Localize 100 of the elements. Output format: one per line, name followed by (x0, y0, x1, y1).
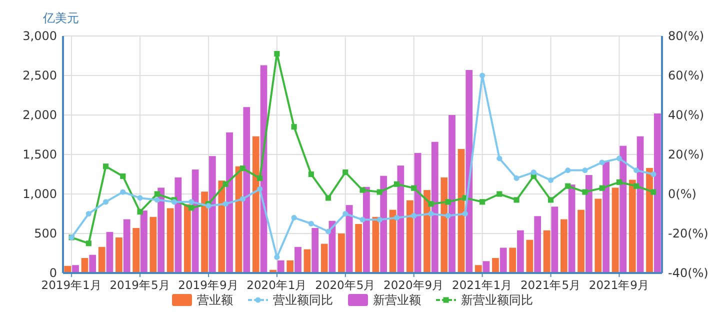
point (496, 191, 502, 197)
x-tick-label: 2019年1月 (41, 278, 102, 292)
bar (89, 254, 96, 273)
point (462, 210, 468, 217)
y-tick-label: 1,500 (22, 148, 57, 162)
bar (543, 230, 550, 273)
point (257, 186, 263, 192)
bar (612, 188, 619, 273)
point (582, 168, 588, 174)
point (308, 220, 314, 226)
point (565, 183, 571, 189)
point (616, 156, 622, 162)
bar (500, 248, 507, 273)
bar (174, 177, 182, 273)
bar (517, 230, 524, 273)
bar (380, 176, 387, 273)
x-tick-label: 2019年5月 (110, 278, 170, 292)
bar (509, 248, 516, 273)
point (411, 212, 417, 219)
bar (243, 107, 250, 273)
point (257, 175, 263, 181)
bar (474, 265, 482, 273)
point (325, 228, 332, 234)
legend-label: 营业额同比 (273, 293, 333, 308)
point (222, 201, 228, 207)
bar (140, 210, 148, 273)
point (274, 50, 280, 57)
point (342, 210, 348, 217)
bar (578, 210, 584, 273)
point (188, 205, 194, 211)
bar (594, 198, 602, 273)
point (514, 175, 520, 181)
bar (294, 246, 302, 273)
bar (304, 249, 311, 273)
point (445, 212, 451, 219)
bar (406, 200, 414, 273)
y-tick-label: 3,000 (22, 29, 57, 44)
y2-tick-label: -40(%) (668, 266, 708, 280)
legend-label: 营业额 (197, 293, 233, 308)
bar (355, 224, 362, 273)
bar (372, 216, 380, 273)
bar (363, 186, 370, 273)
y2-tick-label: 40(%) (668, 108, 704, 122)
y2-tick-label: 80(%) (668, 29, 704, 44)
x-tick-label: 2021年1月 (452, 278, 513, 292)
point (291, 214, 297, 220)
point (428, 201, 434, 207)
point (360, 187, 366, 193)
bar (654, 113, 661, 273)
x-tick-label: 2021年5月 (520, 278, 582, 292)
bar (424, 190, 430, 273)
x-tick-label: 2020年9月 (384, 278, 444, 292)
y-tick-label: 0 (49, 266, 57, 280)
point (86, 210, 92, 217)
point (188, 199, 194, 205)
point (411, 185, 417, 191)
point (308, 171, 314, 178)
bar (646, 168, 653, 273)
bar (277, 260, 284, 273)
point (480, 72, 486, 78)
point (616, 179, 622, 185)
bar (252, 136, 260, 273)
point (480, 199, 486, 205)
point (394, 181, 400, 187)
point (376, 216, 382, 222)
bar (166, 208, 174, 273)
point (548, 197, 554, 203)
bar (346, 205, 353, 273)
bar (98, 246, 106, 273)
point (154, 197, 160, 203)
bar (132, 228, 140, 273)
point (650, 171, 656, 178)
bar (628, 180, 636, 273)
x-tick-label: 2020年5月 (315, 278, 376, 292)
bar (286, 260, 294, 273)
bar (158, 188, 164, 273)
point (650, 189, 656, 195)
bar (568, 184, 576, 273)
point (530, 169, 536, 176)
bar (620, 146, 627, 273)
bar (123, 219, 130, 273)
y-tick-label: 2,000 (22, 108, 57, 122)
bar (551, 206, 558, 273)
bar (116, 237, 122, 273)
point (137, 208, 143, 215)
y-tick-label: 500 (34, 226, 57, 241)
bar (106, 232, 114, 273)
bar (492, 258, 499, 273)
point (582, 189, 588, 195)
bar (534, 216, 542, 273)
bar (226, 132, 233, 273)
bar (448, 115, 456, 273)
legend-label: 新营业额 (373, 293, 421, 308)
bar (72, 265, 79, 273)
point (599, 160, 605, 166)
point (102, 164, 109, 170)
bar (602, 162, 610, 273)
y-axis-title: 亿美元 (42, 11, 79, 25)
point (548, 177, 554, 183)
point (376, 189, 382, 195)
